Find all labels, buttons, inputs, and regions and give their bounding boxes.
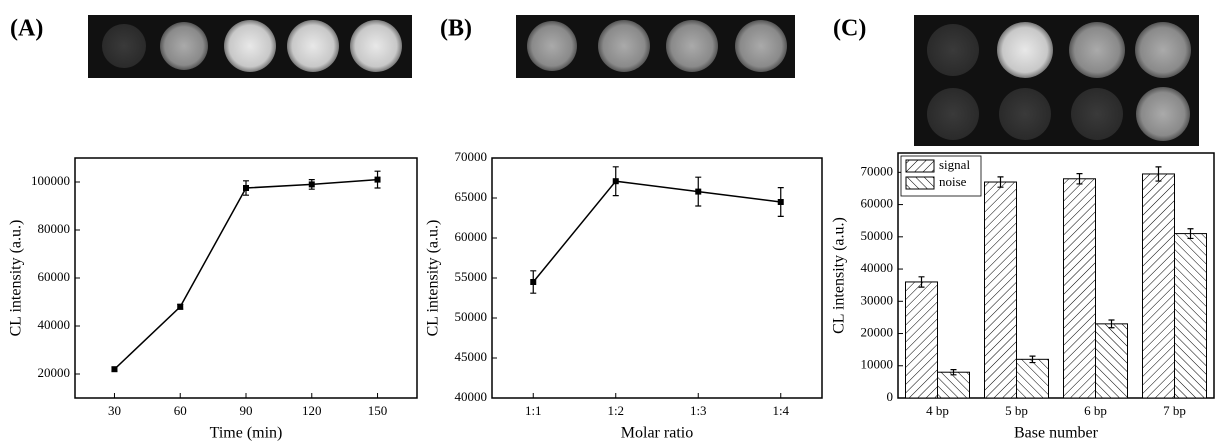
plot-frame	[491, 157, 823, 399]
data-line	[532, 180, 781, 283]
data-marker	[777, 199, 784, 205]
x-tick-label: 7 bp	[1163, 403, 1186, 418]
x-tick-label: 150	[368, 403, 388, 418]
x-tick-label: 1:4	[772, 403, 789, 418]
y-tick-label: 20000	[861, 325, 894, 340]
x-axis-title: Base number	[1014, 425, 1099, 441]
y-tick-label: 40000	[38, 317, 71, 332]
bar	[1016, 358, 1049, 399]
x-tick-label: 1:2	[607, 403, 624, 418]
y-tick-label: 55000	[455, 269, 488, 284]
x-tick-label: 4 bp	[926, 403, 949, 418]
y-tick-label: 70000	[861, 163, 894, 178]
legend-label: signal	[939, 157, 970, 172]
y-tick-label: 50000	[861, 228, 894, 243]
x-tick-label: 60	[174, 403, 187, 418]
legend-swatch	[905, 176, 935, 190]
y-tick-label: 40000	[861, 260, 894, 275]
bar	[905, 281, 938, 399]
y-tick-label: 65000	[455, 189, 488, 204]
bar	[1095, 323, 1128, 399]
well-image-a	[88, 15, 412, 78]
y-tick-label: 100000	[31, 173, 70, 188]
y-tick-label: 30000	[861, 292, 894, 307]
y-tick-label: 80000	[38, 221, 71, 236]
data-marker	[695, 188, 702, 195]
y-axis-title: CL intensity (a.u.)	[831, 217, 848, 334]
y-axis-title: CL intensity (a.u.)	[425, 220, 442, 337]
y-tick-label: 10000	[861, 357, 894, 372]
bar	[937, 371, 970, 399]
y-tick-label: 60000	[38, 269, 71, 284]
x-axis-title: Time (min)	[210, 425, 283, 441]
x-tick-label: 1:3	[690, 403, 707, 418]
y-axis-title: CL intensity (a.u.)	[8, 220, 25, 337]
plot-frame	[897, 152, 1215, 399]
x-tick-label: 90	[240, 403, 253, 418]
bar	[984, 181, 1017, 399]
data-marker	[374, 176, 381, 183]
data-line	[113, 178, 378, 370]
panel-label: (A)	[10, 16, 43, 42]
y-tick-label: 70000	[455, 149, 488, 164]
y-tick-label: 60000	[861, 196, 894, 211]
data-marker	[243, 185, 249, 191]
x-tick-label: 5 bp	[1005, 403, 1028, 418]
error-bar	[1076, 173, 1083, 185]
y-tick-label: 45000	[455, 349, 488, 364]
panel-label: (C)	[833, 16, 866, 42]
error-bar	[918, 276, 925, 288]
y-tick-label: 0	[887, 389, 894, 404]
y-tick-label: 50000	[455, 309, 488, 324]
bar	[1174, 233, 1207, 399]
data-marker	[177, 303, 184, 310]
y-tick-label: 60000	[455, 229, 488, 244]
y-tick-label: 40000	[455, 389, 488, 404]
x-tick-label: 1:1	[525, 403, 542, 418]
error-bar	[1029, 355, 1036, 364]
error-bar	[1108, 319, 1115, 329]
error-bar	[997, 176, 1004, 188]
data-marker	[612, 178, 619, 185]
x-tick-label: 30	[108, 403, 121, 418]
x-tick-label: 120	[302, 403, 322, 418]
data-marker	[111, 366, 118, 373]
panel-label: (B)	[440, 16, 472, 42]
data-marker	[308, 181, 315, 188]
well-image-c	[914, 15, 1199, 146]
legend-swatch	[905, 159, 935, 173]
x-tick-label: 6 bp	[1084, 403, 1107, 418]
y-tick-label: 20000	[38, 365, 71, 380]
x-axis-title: Molar ratio	[621, 425, 693, 441]
data-marker	[530, 279, 537, 285]
error-bar	[950, 369, 957, 376]
bar	[1063, 178, 1096, 399]
well-image-b	[516, 15, 795, 78]
error-bar	[1155, 166, 1162, 182]
bar	[1142, 173, 1175, 399]
error-bar	[1187, 228, 1194, 240]
legend-label: noise	[939, 174, 967, 189]
